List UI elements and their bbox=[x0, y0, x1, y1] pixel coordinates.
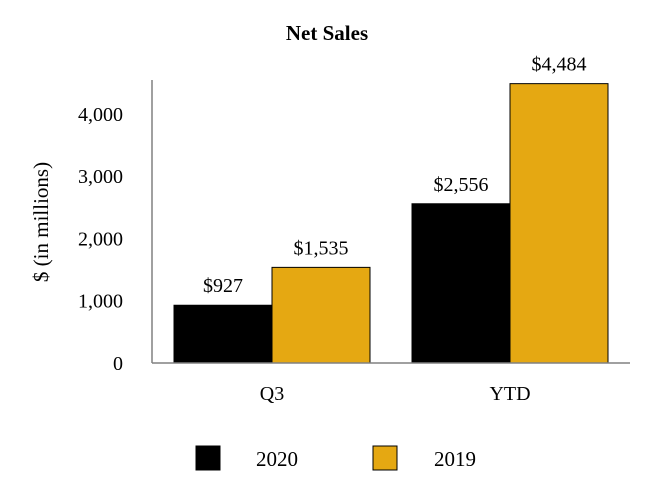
x-tick-label: YTD bbox=[489, 383, 530, 405]
x-axis-ticks: Q3 YTD bbox=[260, 383, 531, 405]
legend-swatch-2019 bbox=[372, 445, 398, 471]
y-tick-label: 3,000 bbox=[78, 166, 123, 188]
data-label-2020-ytd: $2,556 bbox=[434, 174, 489, 196]
y-tick-label: 2,000 bbox=[78, 228, 123, 250]
y-axis-ticks: 0 1,000 2,000 3,000 4,000 bbox=[78, 104, 123, 375]
y-tick-label: 1,000 bbox=[78, 291, 123, 313]
bar-2019-q3 bbox=[271, 266, 371, 364]
bar-2020-q3 bbox=[173, 304, 273, 364]
y-axis-label: $ (in millions) bbox=[29, 162, 53, 282]
legend-swatch-2020 bbox=[195, 445, 221, 471]
legend-label-2019: 2019 bbox=[434, 447, 476, 471]
data-labels: $927 $1,535 $2,556 $4,484 bbox=[203, 54, 587, 298]
legend-label-2020: 2020 bbox=[256, 447, 298, 471]
y-tick-label: 0 bbox=[113, 353, 123, 375]
legend: 2020 2019 bbox=[195, 445, 476, 471]
bar-2019-ytd bbox=[509, 83, 609, 364]
bar-2020-ytd bbox=[411, 203, 511, 364]
bar-group bbox=[173, 83, 609, 364]
data-label-2020-q3: $927 bbox=[203, 275, 243, 297]
data-label-2019-q3: $1,535 bbox=[294, 237, 349, 259]
y-tick-label: 4,000 bbox=[78, 104, 123, 126]
data-label-2019-ytd: $4,484 bbox=[532, 54, 587, 76]
x-tick-label: Q3 bbox=[260, 383, 284, 405]
chart-title: Net Sales bbox=[286, 21, 368, 45]
